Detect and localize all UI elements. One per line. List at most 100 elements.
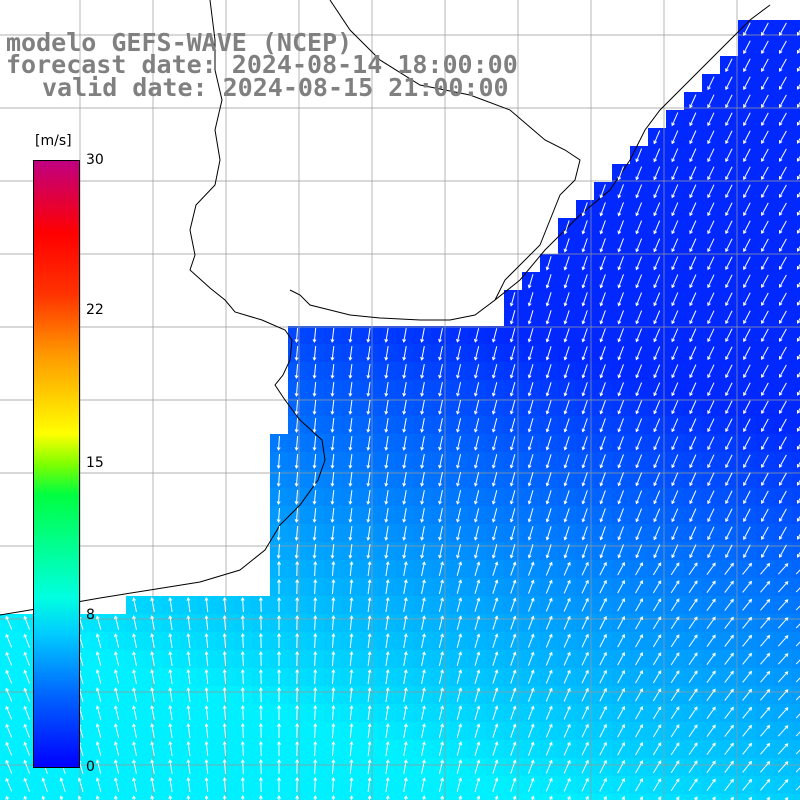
wind-arrow <box>689 526 697 540</box>
wind-arrow-head <box>784 761 789 765</box>
wind-arrow-head <box>694 742 698 747</box>
wind-arrow-head <box>384 374 389 379</box>
wind-arrow-head <box>186 777 191 782</box>
wind-arrow <box>295 363 299 379</box>
field-cell <box>792 344 800 362</box>
wind-arrow-head <box>258 705 263 709</box>
wind-arrow-head <box>761 464 765 469</box>
wind-arrow <box>438 580 444 594</box>
wind-arrow-head <box>778 104 783 108</box>
wind-arrow <box>456 526 462 540</box>
wind-arrow <box>582 490 588 504</box>
wind-arrow <box>582 472 588 486</box>
wind-arrow <box>618 346 624 360</box>
wind-arrow-head <box>712 670 716 675</box>
wind-arrow <box>689 148 697 162</box>
wind-arrow-head <box>473 518 478 523</box>
wind-arrow-head <box>689 518 693 523</box>
wind-arrow <box>564 490 570 504</box>
wind-arrow-head <box>348 500 353 505</box>
wind-arrow-head <box>494 723 499 728</box>
wind-arrow <box>725 310 733 324</box>
wind-arrow-head <box>653 194 657 199</box>
wind-arrow <box>706 779 716 791</box>
wind-arrow <box>385 580 389 594</box>
wind-arrow-head <box>766 634 771 639</box>
wind-arrow <box>474 634 480 648</box>
wind-arrow <box>707 418 715 432</box>
wind-arrow-head <box>422 579 426 584</box>
wind-arrow-head <box>635 284 640 289</box>
wind-arrow-head <box>796 212 800 216</box>
wind-arrow <box>797 461 800 468</box>
wind-arrow-head <box>743 32 747 37</box>
wind-arrow <box>510 562 516 576</box>
wind-arrow-head <box>348 374 353 379</box>
wind-arrow <box>725 220 733 234</box>
wind-arrow-head <box>653 464 657 469</box>
wind-arrow <box>671 526 679 540</box>
wind-arrow <box>777 743 789 755</box>
wind-arrow <box>743 544 751 558</box>
wind-arrow <box>582 346 588 360</box>
wind-arrow-head <box>617 554 622 559</box>
wind-arrow-head <box>581 536 586 541</box>
wind-arrow <box>492 724 498 738</box>
wind-arrow <box>528 292 534 306</box>
wind-arrow-head <box>240 759 245 763</box>
wind-arrow <box>349 363 353 379</box>
wind-arrow <box>760 599 770 611</box>
wind-arrow <box>564 526 570 540</box>
wind-arrow-head <box>784 599 789 603</box>
wind-arrow <box>707 238 715 252</box>
wind-arrow <box>492 706 498 720</box>
wind-arrow <box>670 580 680 594</box>
wind-arrow-head <box>707 266 711 271</box>
wind-arrow-head <box>603 723 607 728</box>
wind-arrow-head <box>348 536 353 541</box>
wind-arrow <box>438 598 444 612</box>
wind-arrow <box>581 760 589 774</box>
wind-arrow <box>671 364 679 378</box>
wind-arrow <box>474 472 480 486</box>
wind-arrow-head <box>761 554 765 559</box>
wind-arrow <box>223 597 227 613</box>
wind-arrow <box>546 292 552 306</box>
wind-arrow-head <box>778 194 783 198</box>
wind-arrow <box>278 453 280 469</box>
wind-arrow-head <box>330 357 335 361</box>
wind-arrow-head <box>348 410 353 415</box>
wind-arrow <box>510 760 516 774</box>
wind-arrow-head <box>621 705 625 710</box>
field-cell <box>792 218 800 236</box>
wind-arrow-head <box>796 338 800 342</box>
wind-arrow-head <box>694 670 698 675</box>
wind-arrow-head <box>530 795 535 800</box>
wind-arrow <box>169 778 173 792</box>
wind-arrow-head <box>348 464 353 469</box>
wind-arrow <box>386 796 389 800</box>
wind-arrow <box>653 328 661 342</box>
wind-arrow <box>385 382 389 396</box>
wind-arrow <box>761 310 769 324</box>
wind-arrow-head <box>458 651 463 656</box>
field-cell <box>468 794 486 800</box>
wind-arrow <box>761 382 769 396</box>
wind-arrow <box>797 497 800 504</box>
wind-arrow-head <box>385 669 390 674</box>
wind-arrow-head <box>330 393 335 397</box>
wind-arrow <box>797 479 800 486</box>
wind-arrow <box>600 256 606 270</box>
wind-arrow-head <box>349 705 354 709</box>
wind-arrow-head <box>276 447 281 451</box>
wind-arrow <box>635 562 643 576</box>
wind-arrow <box>403 382 407 396</box>
wind-arrow-head <box>603 741 607 746</box>
wind-arrow <box>169 760 173 774</box>
wind-arrow <box>456 418 462 432</box>
wind-arrow <box>706 761 716 773</box>
wind-arrow <box>528 346 534 360</box>
wind-arrow <box>549 796 553 800</box>
wind-arrow <box>671 148 679 162</box>
wind-arrow-head <box>473 392 478 397</box>
